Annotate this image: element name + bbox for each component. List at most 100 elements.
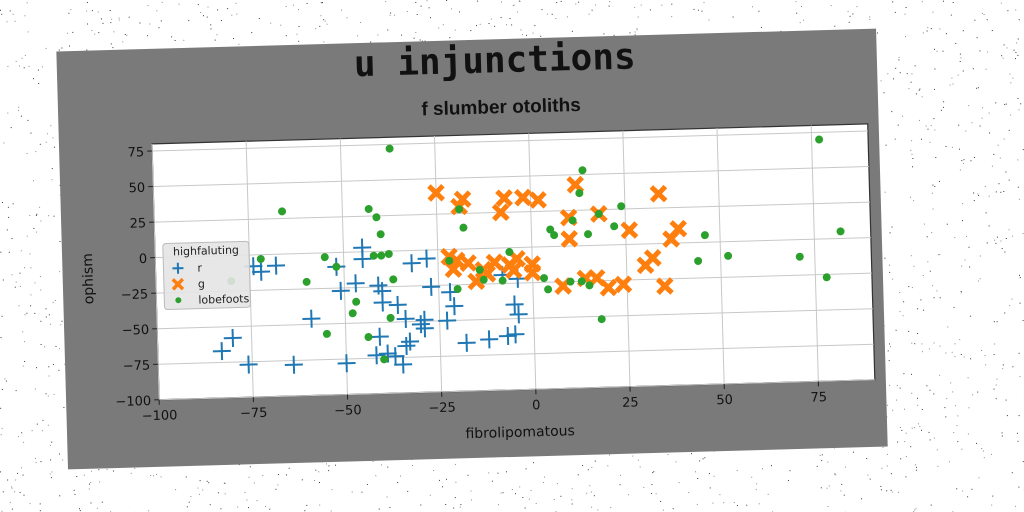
grid-line-y: [154, 201, 870, 223]
data-point-plus: [252, 262, 271, 281]
data-point-circle: [302, 277, 311, 286]
legend-label-lobefoots: lobefoots: [198, 292, 250, 306]
data-point-circle: [445, 256, 454, 265]
data-point-circle: [584, 230, 593, 239]
data-point-x: [523, 263, 542, 282]
y-tick-label: 0: [139, 252, 148, 267]
data-point-circle: [372, 213, 381, 222]
legend-box: [162, 240, 251, 311]
data-point-circle: [585, 281, 594, 290]
data-point-plus: [401, 332, 420, 351]
data-point-circle: [577, 277, 586, 286]
data-point-x: [669, 219, 688, 238]
data-point-circle: [385, 144, 394, 153]
x-tick-label: −75: [240, 406, 268, 422]
y-axis-label: ophism: [80, 253, 97, 305]
grid-line-y: [155, 237, 871, 259]
y-tick-label: −100: [115, 394, 151, 410]
data-point-circle: [575, 189, 584, 198]
legend: highfaluting r g lobefoots: [162, 240, 251, 311]
x-tick-label: −25: [428, 401, 456, 417]
grid-line-y: [153, 166, 869, 188]
legend-circle-icon: [175, 297, 182, 304]
legend-x-icon: [171, 277, 185, 291]
data-point-plus: [239, 355, 258, 374]
data-point-circle: [453, 285, 462, 294]
data-point-plus: [353, 238, 372, 257]
grid-line-y: [156, 272, 872, 294]
data-point-circle: [278, 207, 287, 216]
y-tick-label: 75: [127, 145, 144, 160]
x-axis-label: fibrolipomatous: [465, 423, 575, 442]
y-tick-label: 25: [129, 216, 146, 231]
data-point-plus: [386, 347, 405, 366]
data-point-plus: [394, 355, 413, 374]
data-point-x: [560, 230, 579, 248]
data-point-x: [655, 277, 674, 295]
legend-label-g: g: [198, 277, 205, 290]
data-point-circle: [364, 204, 373, 213]
data-point-x: [599, 278, 618, 297]
legend-plus-icon: [172, 262, 184, 274]
data-point-x: [643, 249, 662, 267]
data-point-circle: [386, 313, 395, 322]
data-point-plus: [373, 293, 392, 312]
data-point-circle: [352, 297, 361, 306]
data-point-plus: [457, 333, 476, 352]
grid-line-y: [158, 343, 874, 365]
data-point-x: [529, 191, 547, 209]
data-point-circle: [578, 166, 587, 175]
x-tick-label: 75: [810, 390, 827, 405]
legend-title: highfaluting: [173, 244, 239, 259]
data-point-x: [620, 221, 639, 240]
data-point-plus: [337, 354, 356, 373]
data-point-circle: [597, 315, 606, 324]
data-point-plus: [498, 326, 517, 346]
chart-subtitle: f slumber otoliths: [421, 95, 581, 120]
data-point-x: [459, 254, 478, 273]
data-points: [212, 135, 845, 374]
data-point-x: [514, 188, 532, 207]
data-point-plus: [422, 277, 441, 296]
data-point-circle: [459, 223, 468, 232]
data-point-x: [504, 261, 523, 280]
data-point-plus: [302, 309, 321, 328]
y-tick-label: −25: [121, 287, 149, 303]
data-point-circle: [364, 333, 373, 342]
grid-line-y: [159, 379, 875, 401]
data-point-circle: [836, 227, 845, 236]
data-point-x: [491, 203, 510, 222]
data-point-circle: [384, 249, 393, 258]
data-point-circle: [389, 275, 398, 284]
data-point-x: [467, 272, 486, 291]
data-point-plus: [445, 297, 464, 316]
data-point-plus: [346, 274, 365, 293]
y-tick-label: −75: [123, 358, 151, 374]
data-point-circle: [475, 265, 484, 274]
data-point-plus: [388, 295, 407, 314]
data-point-circle: [795, 252, 804, 261]
data-point-plus: [223, 328, 242, 348]
data-point-circle: [498, 276, 507, 285]
data-point-plus: [284, 355, 303, 374]
legend-label-r: r: [197, 262, 202, 275]
data-point-circle: [320, 253, 329, 262]
data-point-circle: [380, 355, 389, 364]
data-point-plus: [397, 336, 416, 355]
data-point-circle: [566, 277, 575, 286]
data-point-plus: [212, 342, 231, 361]
data-point-plus: [505, 295, 524, 314]
series-r: [212, 238, 528, 374]
x-tick-label: 25: [622, 395, 639, 410]
grid-line-y: [157, 308, 873, 330]
data-point-x: [447, 251, 466, 270]
data-point-circle: [550, 231, 559, 240]
data-point-x: [453, 190, 472, 209]
data-point-circle: [822, 273, 831, 282]
data-point-plus: [417, 249, 436, 268]
data-point-circle: [617, 202, 626, 211]
data-point-plus: [396, 309, 415, 328]
x-axis: −100 −75 −50 −25 0 25 50 75: [142, 381, 827, 424]
x-tick-label: −100: [142, 408, 178, 424]
y-axis: −100 −75 −50 −25 0 25 50 75: [115, 145, 160, 410]
